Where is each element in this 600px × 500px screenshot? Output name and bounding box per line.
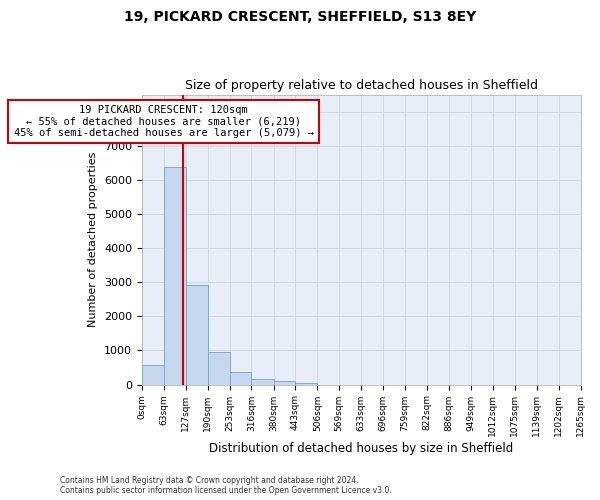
Bar xyxy=(230,372,251,384)
Text: 19, PICKARD CRESCENT, SHEFFIELD, S13 8EY: 19, PICKARD CRESCENT, SHEFFIELD, S13 8EY xyxy=(124,10,476,24)
Text: Contains HM Land Registry data © Crown copyright and database right 2024.
Contai: Contains HM Land Registry data © Crown c… xyxy=(60,476,392,495)
Text: 19 PICKARD CRESCENT: 120sqm
← 55% of detached houses are smaller (6,219)
45% of : 19 PICKARD CRESCENT: 120sqm ← 55% of det… xyxy=(14,105,314,138)
Bar xyxy=(186,285,208,384)
Bar xyxy=(295,382,317,384)
Title: Size of property relative to detached houses in Sheffield: Size of property relative to detached ho… xyxy=(185,79,538,92)
Bar xyxy=(164,167,186,384)
Bar xyxy=(274,382,295,384)
Bar xyxy=(251,380,274,384)
Y-axis label: Number of detached properties: Number of detached properties xyxy=(88,152,98,328)
X-axis label: Distribution of detached houses by size in Sheffield: Distribution of detached houses by size … xyxy=(209,442,513,455)
Bar xyxy=(208,352,230,384)
Bar xyxy=(142,366,164,384)
